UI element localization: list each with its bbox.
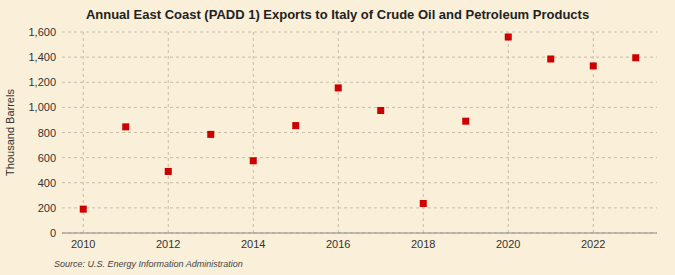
y-grid-line: [62, 207, 657, 208]
y-tick-label: 1,400: [28, 51, 56, 63]
y-grid-line: [62, 182, 657, 183]
point: [505, 34, 512, 41]
background: [0, 0, 675, 275]
point: [165, 168, 172, 175]
point: [420, 200, 427, 207]
grid: [62, 32, 657, 233]
y-grid-line: [62, 107, 657, 108]
chart: Annual East Coast (PADD 1) Exports to It…: [0, 0, 675, 275]
x-tick-label: 2016: [326, 238, 350, 250]
point: [292, 122, 299, 129]
x-grid-line: [508, 32, 509, 233]
x-tick-label: 2022: [581, 238, 605, 250]
x-tick-label: 2010: [71, 238, 95, 250]
y-tick-label: 200: [38, 202, 56, 214]
point: [80, 206, 87, 213]
x-tick-label: 2012: [156, 238, 180, 250]
point: [377, 107, 384, 114]
point: [632, 54, 639, 61]
y-grid-line: [62, 157, 657, 158]
x-grid-line: [338, 32, 339, 233]
x-grid-line: [168, 32, 169, 233]
point: [335, 84, 342, 91]
point: [207, 131, 214, 138]
point: [590, 62, 597, 69]
title: Annual East Coast (PADD 1) Exports to It…: [86, 7, 589, 22]
y-tick-label: 400: [38, 177, 56, 189]
y-tick-label: 1,600: [28, 26, 56, 38]
point: [547, 56, 554, 63]
source: Source: U.S. Energy Information Administ…: [54, 259, 243, 269]
x-tick-label: 2018: [411, 238, 435, 250]
y-tick-label: 1,000: [28, 101, 56, 113]
y-tick-label: 1,200: [28, 76, 56, 88]
point: [122, 123, 129, 130]
point: [462, 118, 469, 125]
y-axis-label: Thousand Barrels: [4, 89, 16, 176]
x-grid-line: [83, 32, 84, 233]
point: [250, 157, 257, 164]
chart-container: Annual East Coast (PADD 1) Exports to It…: [0, 0, 675, 275]
x-tick-label: 2014: [241, 238, 265, 250]
y-grid-line: [62, 132, 657, 133]
x-grid-line: [593, 32, 594, 233]
y-grid-line: [62, 233, 657, 234]
y-tick-label: 0: [50, 227, 56, 239]
points: [80, 34, 640, 213]
x-axis-line: [62, 233, 657, 234]
y-grid-line: [62, 32, 657, 33]
y-grid-line: [62, 82, 657, 83]
x-grid-line: [253, 32, 254, 233]
x-tick-label: 2020: [496, 238, 520, 250]
y-tick-label: 600: [38, 152, 56, 164]
y-grid-line: [62, 57, 657, 58]
y-tick-label: 800: [38, 127, 56, 139]
